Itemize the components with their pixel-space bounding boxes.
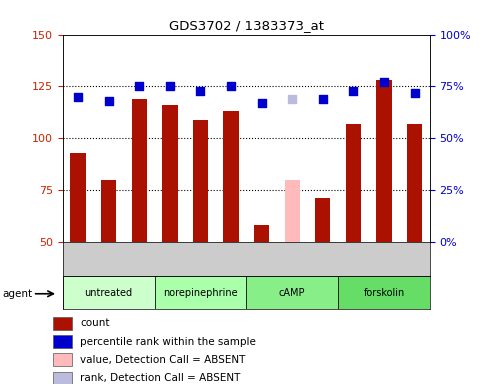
Text: agent: agent xyxy=(2,289,32,299)
Point xyxy=(411,89,418,96)
Text: untreated: untreated xyxy=(85,288,133,298)
Bar xyxy=(53,353,71,366)
Text: rank, Detection Call = ABSENT: rank, Detection Call = ABSENT xyxy=(80,373,241,383)
Point xyxy=(288,96,296,102)
Point xyxy=(380,79,388,85)
Bar xyxy=(193,119,208,242)
Bar xyxy=(63,276,155,309)
Bar xyxy=(53,335,71,348)
Bar xyxy=(162,105,177,242)
Point xyxy=(135,83,143,89)
Bar xyxy=(131,99,147,242)
Bar xyxy=(101,180,116,242)
Point xyxy=(319,96,327,102)
Bar xyxy=(71,153,86,242)
Bar xyxy=(338,276,430,309)
Point xyxy=(166,83,174,89)
Bar xyxy=(254,225,270,242)
Text: norepinephrine: norepinephrine xyxy=(163,288,238,298)
Bar xyxy=(315,199,330,242)
Bar xyxy=(284,180,300,242)
Bar xyxy=(53,317,71,330)
Text: forskolin: forskolin xyxy=(363,288,405,298)
Bar xyxy=(376,80,392,242)
Point xyxy=(74,94,82,100)
Bar xyxy=(346,124,361,242)
Point xyxy=(258,100,266,106)
Bar xyxy=(155,276,246,309)
Point xyxy=(350,88,357,94)
Title: GDS3702 / 1383373_at: GDS3702 / 1383373_at xyxy=(169,19,324,32)
Bar xyxy=(53,372,71,384)
Text: count: count xyxy=(80,318,110,328)
Point xyxy=(105,98,113,104)
Point xyxy=(197,88,204,94)
Text: value, Detection Call = ABSENT: value, Detection Call = ABSENT xyxy=(80,355,245,365)
Text: percentile rank within the sample: percentile rank within the sample xyxy=(80,337,256,347)
Bar xyxy=(223,111,239,242)
Bar xyxy=(407,124,422,242)
Bar xyxy=(246,276,338,309)
Point xyxy=(227,83,235,89)
Text: cAMP: cAMP xyxy=(279,288,305,298)
